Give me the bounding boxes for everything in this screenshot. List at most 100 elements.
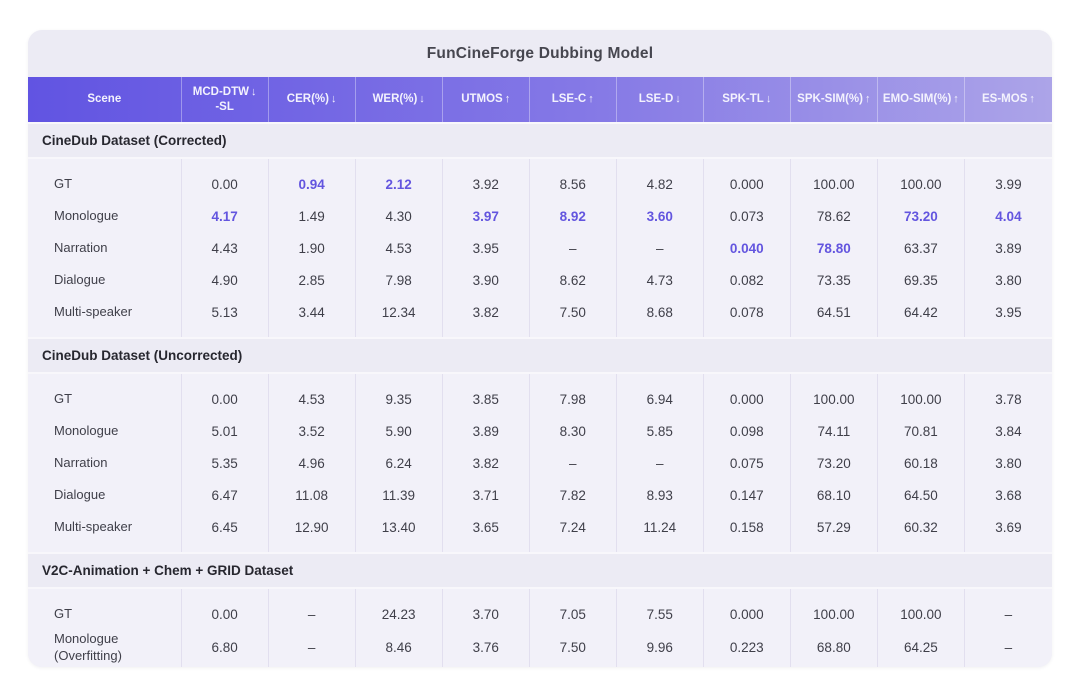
cell: 3.85 bbox=[442, 374, 530, 415]
cell: 73.20 bbox=[877, 200, 965, 232]
table-row: GT 0.00 4.53 9.35 3.85 7.98 6.94 0.000 1… bbox=[28, 374, 1052, 415]
cell: – bbox=[964, 630, 1052, 667]
cell: 6.80 bbox=[181, 630, 269, 667]
cell: 100.00 bbox=[877, 589, 965, 630]
column-header-es-mos: ES-MOS ↑ bbox=[965, 77, 1052, 122]
cell: 100.00 bbox=[790, 159, 878, 200]
cell: 7.05 bbox=[529, 589, 617, 630]
column-label: EMO-SIM(%) bbox=[882, 93, 952, 106]
cell: 60.32 bbox=[877, 511, 965, 552]
column-label: SPK-TL bbox=[722, 93, 764, 106]
cell: 0.158 bbox=[703, 511, 791, 552]
arrow-down-icon: ↓ bbox=[675, 93, 681, 106]
cell: 4.53 bbox=[268, 374, 356, 415]
row-label: Monologue bbox=[28, 200, 182, 232]
cell: 2.85 bbox=[268, 264, 356, 296]
cell: 100.00 bbox=[877, 159, 965, 200]
cell: 69.35 bbox=[877, 264, 965, 296]
cell: 3.80 bbox=[964, 447, 1052, 479]
cell: – bbox=[268, 589, 356, 630]
cell: 64.25 bbox=[877, 630, 965, 667]
cell: 6.47 bbox=[181, 479, 269, 511]
row-label: GT bbox=[28, 589, 182, 630]
row-label: GT bbox=[28, 159, 182, 200]
cell: 3.84 bbox=[964, 415, 1052, 447]
arrow-down-icon: ↓ bbox=[419, 93, 425, 106]
cell: 3.82 bbox=[442, 447, 530, 479]
cell: 3.76 bbox=[442, 630, 530, 667]
column-label: WER(%) bbox=[372, 93, 418, 106]
cell: 0.075 bbox=[703, 447, 791, 479]
cell: 3.90 bbox=[442, 264, 530, 296]
cell: 5.35 bbox=[181, 447, 269, 479]
cell: 12.90 bbox=[268, 511, 356, 552]
section-title: CineDub Dataset (Uncorrected) bbox=[28, 337, 1052, 374]
cell: 3.92 bbox=[442, 159, 530, 200]
section-header: V2C-Animation + Chem + GRID Dataset bbox=[28, 552, 1052, 589]
cell: 5.90 bbox=[355, 415, 443, 447]
cell: 68.10 bbox=[790, 479, 878, 511]
cell: 8.68 bbox=[616, 296, 704, 337]
table-row: Dialogue 4.90 2.85 7.98 3.90 8.62 4.73 0… bbox=[28, 264, 1052, 296]
cell: 64.42 bbox=[877, 296, 965, 337]
section-title: CineDub Dataset (Corrected) bbox=[28, 122, 1052, 159]
arrow-down-icon: ↓ bbox=[330, 93, 337, 106]
table-row: Narration 5.35 4.96 6.24 3.82 – – 0.075 … bbox=[28, 447, 1052, 479]
arrow-up-icon: ↑ bbox=[1029, 93, 1035, 106]
cell: 3.68 bbox=[964, 479, 1052, 511]
cell: 4.04 bbox=[964, 200, 1052, 232]
cell: 6.94 bbox=[616, 374, 704, 415]
cell: 64.50 bbox=[877, 479, 965, 511]
row-label: Narration bbox=[28, 447, 182, 479]
cell: – bbox=[529, 447, 617, 479]
arrow-down-icon: ↓ bbox=[765, 93, 772, 106]
column-label: ES-MOS bbox=[982, 93, 1028, 106]
cell: 70.81 bbox=[877, 415, 965, 447]
cell: 4.96 bbox=[268, 447, 356, 479]
cell: 7.24 bbox=[529, 511, 617, 552]
arrow-up-icon: ↑ bbox=[953, 93, 959, 106]
row-label: Dialogue bbox=[28, 264, 182, 296]
cell: 0.000 bbox=[703, 159, 791, 200]
cell: 0.078 bbox=[703, 296, 791, 337]
cell: 3.80 bbox=[964, 264, 1052, 296]
cell: 0.00 bbox=[181, 374, 269, 415]
cell: 8.92 bbox=[529, 200, 617, 232]
cell: 0.00 bbox=[181, 159, 269, 200]
cell: 0.082 bbox=[703, 264, 791, 296]
row-label: Narration bbox=[28, 232, 182, 264]
cell: 8.30 bbox=[529, 415, 617, 447]
row-label: GT bbox=[28, 374, 182, 415]
cell: 0.000 bbox=[703, 589, 791, 630]
cell: 3.95 bbox=[964, 296, 1052, 337]
cell: 9.35 bbox=[355, 374, 443, 415]
arrow-up-icon: ↑ bbox=[588, 93, 594, 106]
cell: 8.62 bbox=[529, 264, 617, 296]
table-row: GT 0.00 0.94 2.12 3.92 8.56 4.82 0.000 1… bbox=[28, 159, 1052, 200]
cell: 3.95 bbox=[442, 232, 530, 264]
row-label: Multi-speaker bbox=[28, 511, 182, 552]
cell: 63.37 bbox=[877, 232, 965, 264]
cell: 78.80 bbox=[790, 232, 878, 264]
cell: 100.00 bbox=[790, 374, 878, 415]
table-row: Monologue 5.01 3.52 5.90 3.89 8.30 5.85 … bbox=[28, 415, 1052, 447]
row-label: Multi-speaker bbox=[28, 296, 182, 337]
cell: 7.50 bbox=[529, 296, 617, 337]
cell: 4.30 bbox=[355, 200, 443, 232]
row-label: Monologue (Overfitting) bbox=[28, 630, 182, 667]
arrow-up-icon: ↑ bbox=[864, 93, 871, 106]
table-row: Monologue (Overfitting) 6.80 – 8.46 3.76… bbox=[28, 630, 1052, 667]
cell: 13.40 bbox=[355, 511, 443, 552]
cell: 8.93 bbox=[616, 479, 704, 511]
results-table: Scene MCD-DTW ↓ -SL CER(%) ↓ WER(%) ↓ UTMOS ↑… bbox=[28, 77, 1052, 667]
cell: 8.46 bbox=[355, 630, 443, 667]
cell: 0.000 bbox=[703, 374, 791, 415]
cell: 0.223 bbox=[703, 630, 791, 667]
column-header-scene: Scene bbox=[28, 77, 182, 122]
cell: 3.44 bbox=[268, 296, 356, 337]
table-row: Multi-speaker 6.45 12.90 13.40 3.65 7.24… bbox=[28, 511, 1052, 552]
cell: 12.34 bbox=[355, 296, 443, 337]
cell: 3.99 bbox=[964, 159, 1052, 200]
section-header: CineDub Dataset (Uncorrected) bbox=[28, 337, 1052, 374]
column-header-lse-c: LSE-C ↑ bbox=[530, 77, 617, 122]
